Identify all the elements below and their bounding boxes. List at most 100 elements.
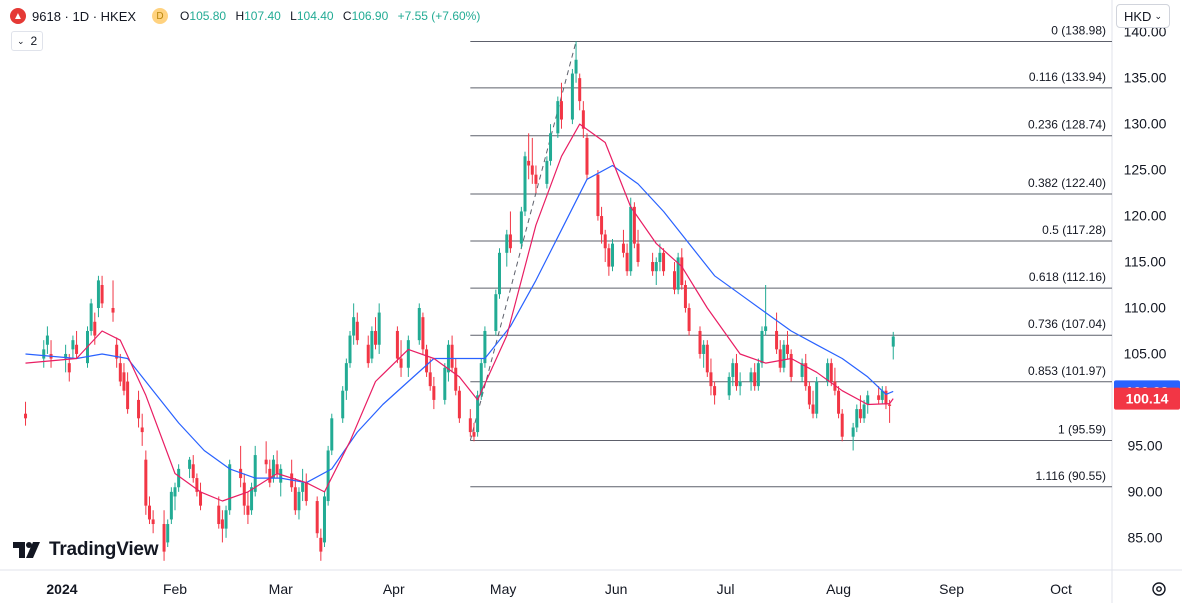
candle-body — [866, 395, 870, 405]
candle-body — [425, 349, 429, 373]
candle-body — [406, 340, 410, 368]
candle-body — [727, 376, 731, 396]
candle-body — [570, 73, 574, 120]
candle-body — [731, 363, 735, 377]
candle-body — [672, 271, 676, 290]
time-tick-label: Oct — [1050, 581, 1072, 597]
time-tick-label: May — [490, 581, 516, 597]
candle-body — [304, 482, 308, 502]
candle-body — [658, 252, 662, 263]
candle-body — [140, 427, 144, 433]
candle-body — [505, 234, 509, 253]
candle-body — [858, 409, 862, 419]
fib-level-label: 1.116 (90.55) — [1036, 469, 1107, 483]
candle-body — [559, 101, 563, 120]
candle-body — [457, 390, 461, 419]
candle-body — [220, 519, 224, 529]
time-tick-label: Sep — [939, 581, 964, 597]
candle-body — [807, 386, 811, 405]
candle-body — [611, 243, 615, 267]
fib-level-label: 1 (95.59) — [1058, 422, 1106, 436]
candle-body — [279, 468, 283, 483]
candle-body — [428, 372, 432, 387]
candle-body — [636, 243, 640, 263]
candle-body — [476, 395, 480, 433]
candle-body — [687, 307, 691, 331]
candle-body — [585, 137, 589, 175]
data-status-badge[interactable]: D — [152, 8, 169, 24]
price-tick-label: 105.00 — [1124, 345, 1167, 361]
candle-body — [137, 399, 141, 419]
candle-body — [826, 363, 830, 382]
candle-body — [301, 482, 305, 492]
candle-body — [144, 459, 148, 506]
candle-body — [713, 386, 717, 396]
candle-body — [126, 381, 130, 410]
candle-body — [199, 491, 203, 506]
candle-body — [855, 409, 859, 428]
candle-body — [75, 344, 79, 354]
candle-body — [253, 455, 257, 492]
candle-body — [545, 160, 549, 184]
candle-body — [246, 505, 250, 515]
candle-body — [147, 505, 151, 520]
brand-name: TradingView — [49, 539, 159, 560]
price-tick-label: 90.00 — [1127, 483, 1162, 499]
candle-body — [603, 234, 607, 249]
candle-body — [621, 243, 625, 253]
candle-body — [530, 165, 534, 175]
price-axis[interactable]: 85.0090.0095.00100.00105.00110.00115.001… — [1124, 24, 1167, 546]
candle-body — [662, 252, 666, 272]
candle-body — [508, 234, 512, 249]
candle-body — [523, 156, 527, 212]
fib-level-label: 0.116 (133.94) — [1029, 70, 1106, 84]
chevron-down-icon: ⌄ — [1154, 10, 1162, 21]
gear-icon[interactable] — [1150, 580, 1168, 598]
candle-body — [366, 344, 370, 364]
candle-body — [319, 537, 323, 552]
candle-body — [778, 349, 782, 368]
candle-body — [330, 418, 334, 451]
candle-body — [862, 404, 866, 419]
candle-body — [749, 372, 753, 382]
candle-body — [173, 487, 177, 497]
candle-body — [115, 344, 119, 359]
candle-body — [93, 321, 97, 336]
ma-slow-line — [25, 164, 894, 484]
fib-level-label: 0.5 (117.28) — [1042, 223, 1106, 237]
symbol-title[interactable]: 9618 · 1D · HKEX — [32, 8, 137, 24]
candle-body — [479, 363, 483, 396]
candle-body — [443, 367, 447, 400]
time-tick-label: Jul — [717, 581, 735, 597]
candle-body — [352, 317, 356, 336]
price-tick-label: 125.00 — [1124, 162, 1167, 178]
fibonacci-retracement[interactable]: 0 (138.98) 0.116 (133.94) 0.236 (128.74) 0.… — [469, 24, 1112, 488]
candle-body — [71, 340, 75, 350]
currency-button[interactable]: HKD ⌄ — [1116, 4, 1170, 28]
indicators-count: 2 — [30, 34, 38, 48]
candle-body — [417, 307, 421, 341]
candle-body — [888, 404, 892, 406]
candle-body — [734, 363, 738, 387]
tradingview-logo-icon — [13, 542, 40, 558]
candle-body — [753, 372, 757, 387]
candle-body — [738, 381, 742, 387]
candle-body — [756, 363, 760, 387]
candle-body — [629, 206, 633, 272]
indicators-toggle-button[interactable]: ⌄ 2 — [11, 31, 44, 51]
time-axis[interactable]: 2024 Feb Mar Apr May Jun Jul Aug Sep Oct — [46, 581, 1072, 597]
candle-body — [472, 432, 476, 437]
candle-body — [683, 285, 687, 308]
open-label: O — [180, 9, 190, 23]
tradingview-logo[interactable]: TradingView — [13, 539, 159, 561]
candle-body — [483, 330, 487, 364]
time-tick-label: Mar — [269, 581, 293, 597]
candle-body — [275, 464, 279, 474]
symbol-logo-icon[interactable]: ▲ — [10, 8, 26, 24]
close-label: C — [342, 9, 352, 23]
candle-body — [815, 381, 819, 414]
price-tick-label: 115.00 — [1124, 254, 1166, 270]
